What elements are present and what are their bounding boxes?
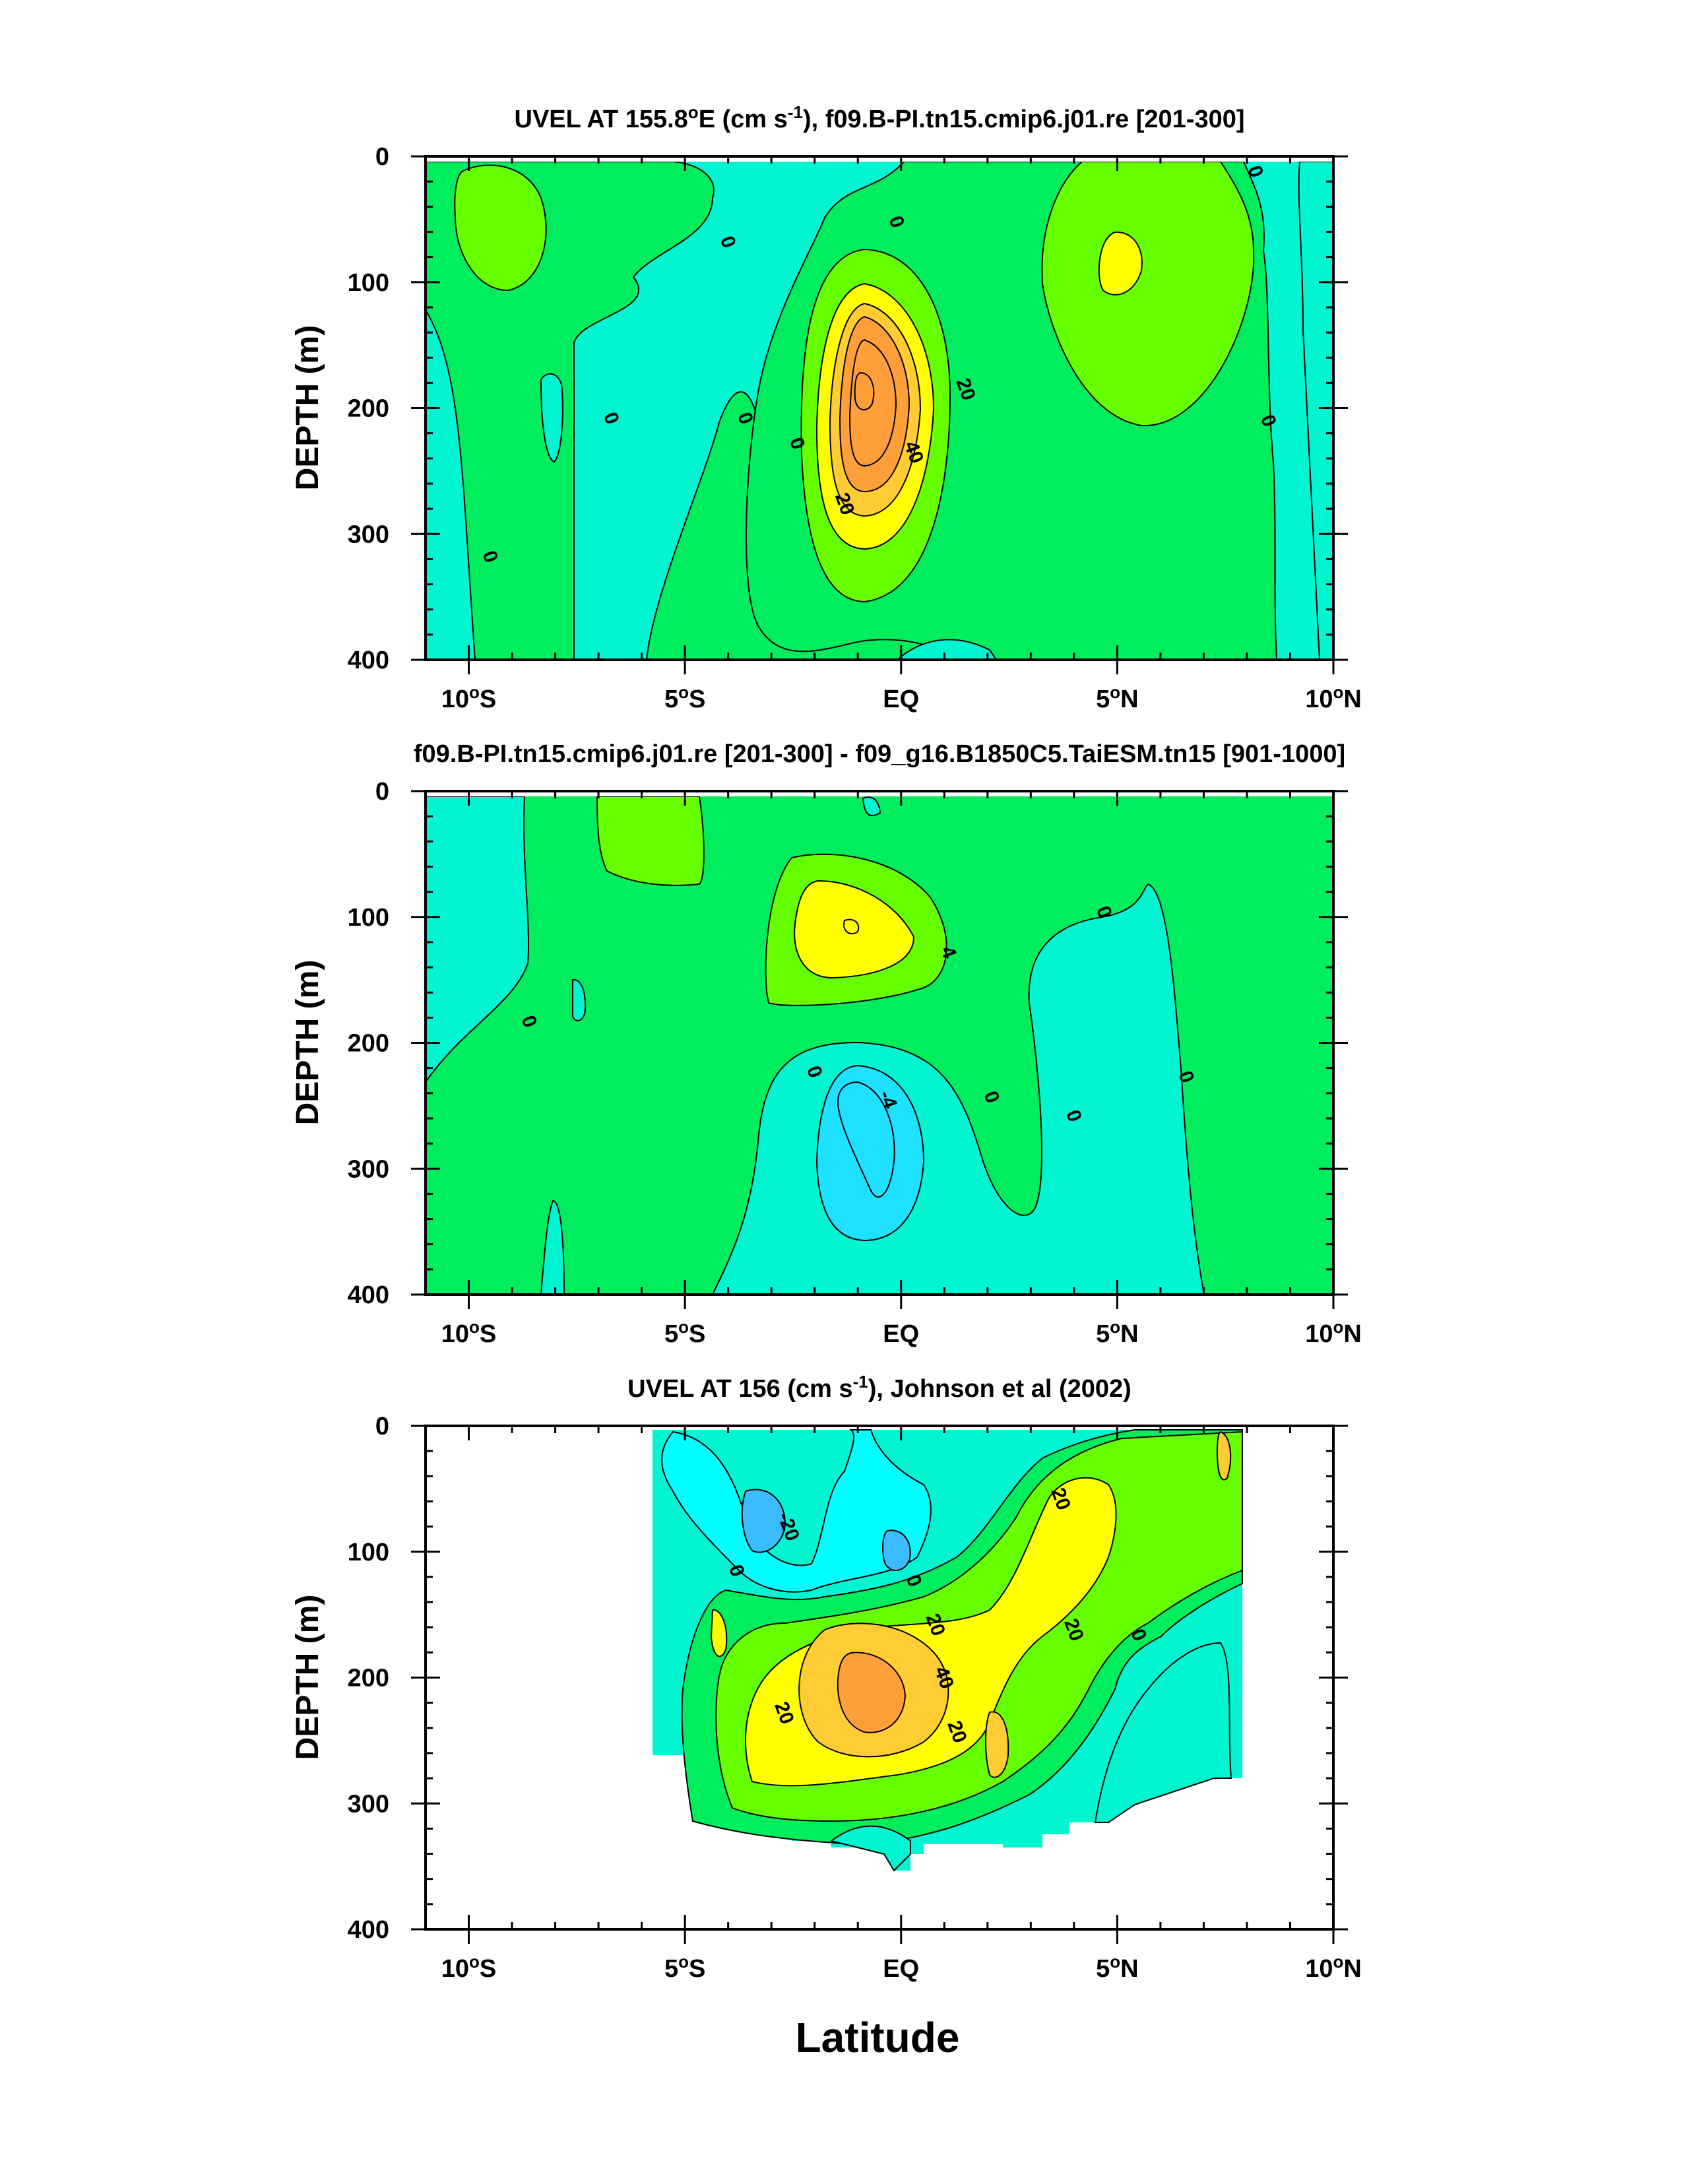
y-tick-label: 0	[375, 778, 389, 806]
panel-2-neg-west	[426, 796, 530, 1083]
panel-2-neg-6	[837, 1081, 895, 1198]
panel-1: UVEL AT 155.8oE (cm s-1), f09.B-PI.tn15.…	[290, 102, 1362, 713]
x-tick-label: 5oN	[1096, 1317, 1138, 1348]
panel-2-contour-field	[426, 791, 1333, 1295]
panel-2-neg-top	[862, 796, 881, 816]
x-tick-label: 5oS	[664, 682, 705, 713]
panel-1-contour-field	[426, 156, 1333, 660]
x-tick-label: 5oS	[664, 1317, 705, 1348]
y-tick-label: 100	[348, 904, 389, 932]
y-tick-label: 200	[348, 395, 389, 423]
panel-2-pos-4	[794, 880, 915, 979]
panel-3-east-40	[837, 1652, 907, 1733]
panel-3-title: UVEL AT 156 (cm s-1), Johnson et al (200…	[627, 1372, 1131, 1403]
panel-2-neg-pocket	[572, 979, 587, 1021]
panel-1-necc-20	[1098, 231, 1143, 296]
y-tick-label: 200	[348, 1665, 389, 1692]
panel-3-westward-20b	[881, 1529, 911, 1571]
y-tick-label: 400	[348, 1281, 389, 1309]
panel-2-surface-mask	[426, 791, 1333, 796]
y-tick-label: 0	[375, 1413, 389, 1440]
y-tick-label: 300	[348, 521, 389, 548]
y-tick-label: 100	[348, 269, 389, 297]
panel-3-ylabel: DEPTH (m)	[290, 1595, 325, 1760]
y-tick-label: 200	[348, 1030, 389, 1058]
panel-3-south-pocket	[710, 1609, 728, 1657]
panel-2-ylabel: DEPTH (m)	[290, 960, 325, 1126]
panel-3-ticks: 10oS 5oS EQ 5oN 10oN 0 100 200 300 400	[348, 1413, 1362, 1983]
x-tick-label: 5oN	[1096, 682, 1138, 713]
x-tick-label: 10oN	[1305, 682, 1362, 713]
panel-3-westward-20	[741, 1489, 786, 1553]
panel-3-east-ne	[1216, 1430, 1232, 1481]
panel-1-euc-core	[854, 371, 875, 410]
panel-1-surface-mask	[426, 156, 1333, 162]
panel-1-ylabel: DEPTH (m)	[290, 325, 325, 491]
panel-2-title: f09.B-PI.tn15.cmip6.j01.re [201-300] - f…	[414, 740, 1345, 768]
panel-2-ticks: 10oS 5oS EQ 5oN 10oN 0 100 200 300 400	[348, 778, 1362, 1348]
panel-1-euc-40	[839, 315, 910, 493]
x-tick-label: 10oS	[441, 1952, 497, 1983]
figure-xlabel: Latitude	[796, 2014, 960, 2061]
panel-2-neg-sw	[540, 1200, 565, 1295]
y-tick-label: 400	[348, 1916, 389, 1944]
panel-1-cyan-bottom	[896, 639, 998, 660]
panel-1-ticks: 10oS 5oS EQ 5oN 10oN 0 100 200 300 400	[348, 143, 1362, 713]
panel-2: f09.B-PI.tn15.cmip6.j01.re [201-300] - f…	[290, 740, 1362, 1348]
x-tick-label: EQ	[883, 1320, 919, 1348]
x-tick-label: 10oN	[1305, 1952, 1362, 1983]
y-tick-label: 0	[375, 143, 389, 171]
y-tick-label: 400	[348, 647, 389, 674]
y-tick-label: 300	[348, 1155, 389, 1183]
panel-1-cyan-pocket	[540, 373, 563, 463]
panel-1-sw-blob-10	[454, 164, 547, 292]
panel-2-pos-top	[596, 796, 705, 886]
panel-2-pos-6	[843, 918, 860, 935]
y-tick-label: 100	[348, 1539, 389, 1566]
x-tick-label: 5oN	[1096, 1952, 1138, 1983]
x-tick-label: 10oS	[441, 682, 497, 713]
panel-1-necc-10	[1041, 161, 1255, 427]
x-tick-label: 10oN	[1305, 1317, 1362, 1348]
panel-3-neg-se	[1094, 1642, 1232, 1823]
panel-1-cyan-strip-east	[1298, 161, 1333, 660]
panel-3-westward	[661, 1429, 932, 1593]
x-tick-label: 5oS	[664, 1952, 705, 1983]
panel-1-title: UVEL AT 155.8oE (cm s-1), f09.B-PI.tn15.…	[515, 102, 1245, 133]
x-tick-label: EQ	[883, 1955, 919, 1983]
panel-3: UVEL AT 156 (cm s-1), Johnson et al (200…	[290, 1372, 1362, 1983]
x-tick-label: 10oS	[441, 1317, 497, 1348]
panel-3-contour-field	[653, 1429, 1243, 1872]
panel-3-neg-bottom	[829, 1825, 911, 1872]
panel-3-east-30-side	[985, 1711, 1009, 1778]
x-tick-label: EQ	[883, 686, 919, 713]
panel-1-euc-50	[848, 338, 897, 467]
y-tick-label: 300	[348, 1790, 389, 1818]
